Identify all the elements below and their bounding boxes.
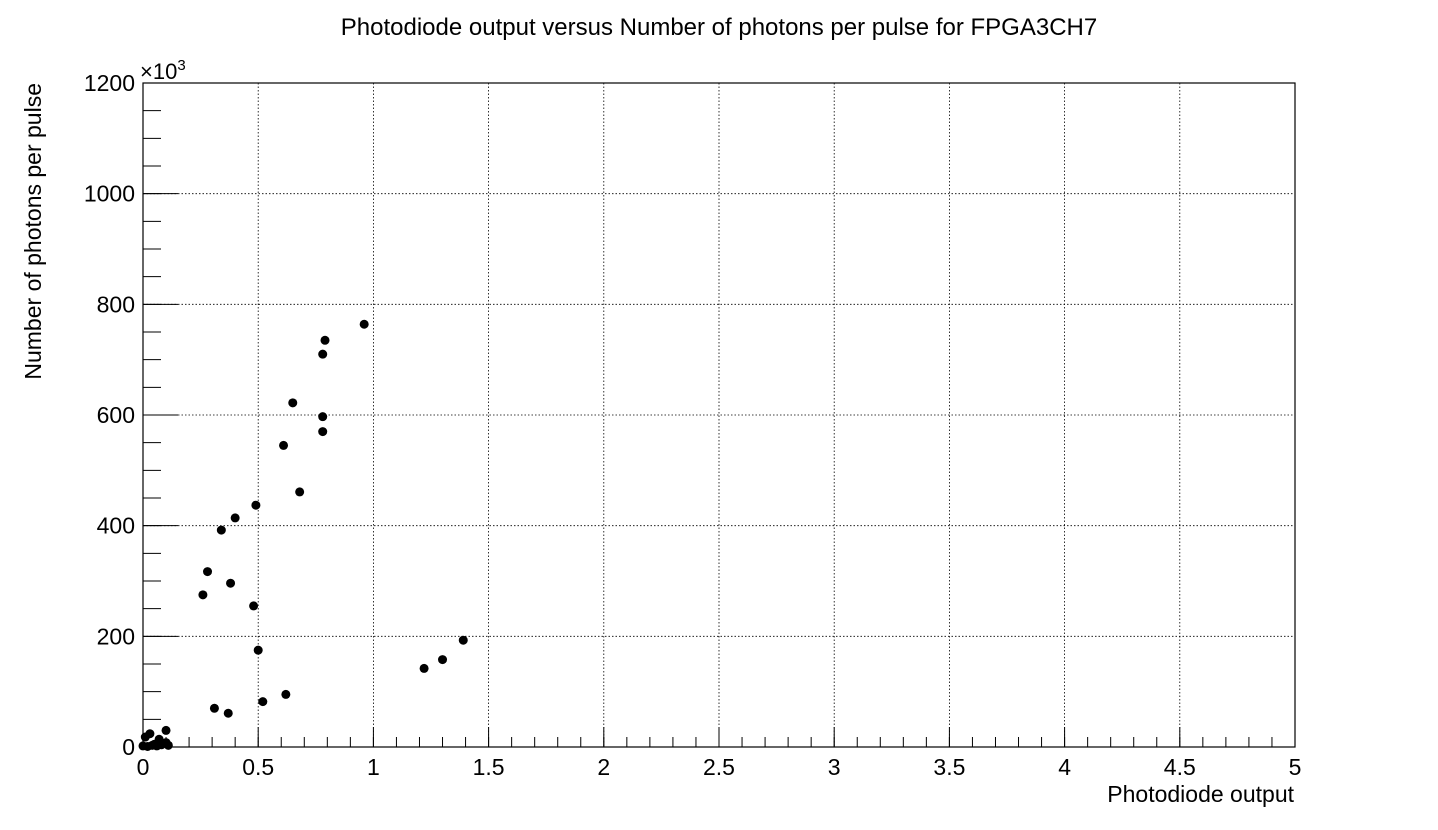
data-point (318, 412, 328, 422)
y-tick-label: 600 (97, 402, 135, 428)
grid-lines (143, 83, 1295, 747)
data-points (138, 319, 468, 751)
x-tick-label: 2.5 (703, 754, 735, 780)
data-point (279, 440, 289, 450)
data-point (223, 708, 233, 718)
data-point (145, 729, 155, 739)
data-point (209, 703, 219, 713)
x-axis-label: Photodiode output (1107, 781, 1294, 807)
y-tick-label: 200 (97, 623, 135, 649)
data-point (359, 319, 369, 329)
data-point (253, 645, 263, 655)
data-point (288, 398, 298, 408)
data-point (249, 601, 259, 611)
data-point (419, 663, 429, 673)
x-tick-label: 4 (1058, 754, 1071, 780)
y-multiplier-exponent: 3 (177, 57, 185, 74)
y-axis-tick-labels: 0 200 400 600 800 1000 1200 (84, 70, 135, 760)
y-multiplier-base: ×10 (140, 59, 177, 84)
y-tick-label: 0 (122, 734, 135, 760)
chart-title: Photodiode output versus Number of photo… (341, 14, 1097, 41)
x-tick-label: 3.5 (933, 754, 965, 780)
x-axis-tick-labels: 0 0.5 1 1.5 2 2.5 3 3.5 4 4.5 5 (137, 754, 1302, 780)
y-tick-label: 1000 (84, 181, 135, 207)
x-tick-label: 5 (1289, 754, 1302, 780)
data-point (295, 487, 305, 497)
data-point (226, 578, 236, 588)
data-point (198, 590, 208, 600)
x-tick-label: 1 (367, 754, 380, 780)
x-tick-label: 4.5 (1164, 754, 1196, 780)
x-tick-label: 0.5 (242, 754, 274, 780)
y-axis-label: Number of photons per pulse (20, 83, 46, 380)
data-point (458, 635, 468, 645)
data-point (216, 525, 226, 535)
x-tick-label: 2 (597, 754, 610, 780)
data-point (163, 740, 173, 750)
data-point (258, 697, 268, 707)
plot-frame (142, 82, 1296, 748)
data-point (438, 655, 448, 665)
y-tick-label: 400 (97, 513, 135, 539)
data-point (320, 335, 330, 345)
x-tick-label: 0 (137, 754, 150, 780)
y-tick-label: 800 (97, 291, 135, 317)
y-axis-multiplier: ×103 (140, 57, 186, 84)
data-point (281, 689, 291, 699)
x-tick-label: 1.5 (473, 754, 505, 780)
y-tick-label: 1200 (84, 70, 135, 96)
x-tick-label: 3 (828, 754, 841, 780)
data-point (230, 513, 240, 523)
data-point (318, 427, 328, 437)
data-point (161, 725, 171, 735)
data-point (318, 349, 328, 359)
data-point (251, 500, 261, 510)
data-point (203, 567, 213, 577)
